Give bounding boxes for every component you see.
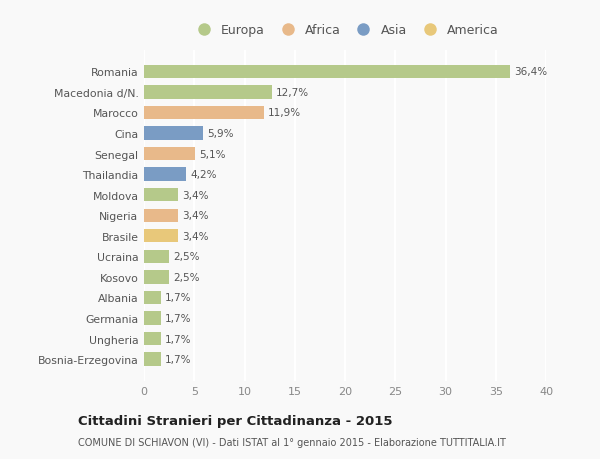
Text: 1,7%: 1,7% <box>165 334 191 344</box>
Bar <box>144 332 161 346</box>
Text: 3,4%: 3,4% <box>182 211 209 221</box>
Bar <box>144 147 195 161</box>
Bar <box>144 312 161 325</box>
Bar <box>144 271 169 284</box>
Bar <box>144 230 178 243</box>
Text: COMUNE DI SCHIAVON (VI) - Dati ISTAT al 1° gennaio 2015 - Elaborazione TUTTITALI: COMUNE DI SCHIAVON (VI) - Dati ISTAT al … <box>78 437 506 447</box>
Text: 3,4%: 3,4% <box>182 190 209 200</box>
Text: 5,1%: 5,1% <box>199 149 226 159</box>
Text: Cittadini Stranieri per Cittadinanza - 2015: Cittadini Stranieri per Cittadinanza - 2… <box>78 414 392 428</box>
Bar <box>144 291 161 304</box>
Bar <box>144 353 161 366</box>
Bar <box>144 66 510 79</box>
Text: 1,7%: 1,7% <box>165 354 191 364</box>
Text: 11,9%: 11,9% <box>268 108 301 118</box>
Text: 3,4%: 3,4% <box>182 231 209 241</box>
Bar <box>144 168 186 181</box>
Bar <box>144 106 263 120</box>
Bar <box>144 209 178 223</box>
Legend: Europa, Africa, Asia, America: Europa, Africa, Asia, America <box>187 20 503 41</box>
Text: 4,2%: 4,2% <box>190 170 217 180</box>
Bar <box>144 250 169 263</box>
Text: 2,5%: 2,5% <box>173 252 200 262</box>
Text: 1,7%: 1,7% <box>165 313 191 323</box>
Text: 12,7%: 12,7% <box>275 88 309 98</box>
Bar <box>144 86 272 99</box>
Text: 1,7%: 1,7% <box>165 293 191 303</box>
Text: 36,4%: 36,4% <box>514 67 547 77</box>
Text: 2,5%: 2,5% <box>173 272 200 282</box>
Bar <box>144 127 203 140</box>
Bar <box>144 189 178 202</box>
Text: 5,9%: 5,9% <box>208 129 234 139</box>
